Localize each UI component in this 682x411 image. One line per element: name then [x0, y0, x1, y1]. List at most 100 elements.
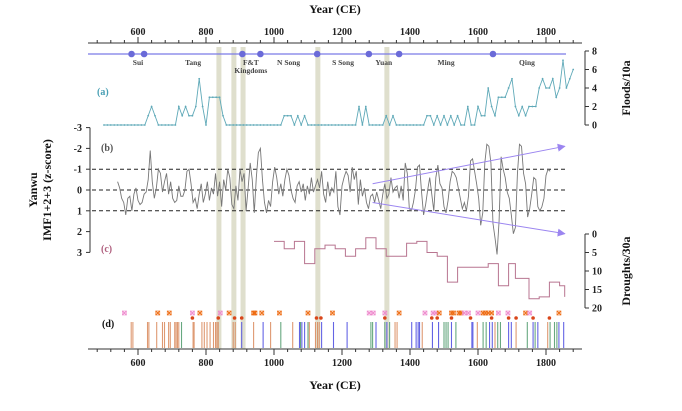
dynasty-boundary-dot [395, 50, 403, 58]
cross-marker-pink [475, 310, 481, 316]
floods-point [347, 124, 350, 126]
panel-label-a: (a) [97, 87, 109, 98]
cross-marker-box [483, 310, 488, 316]
floods-point [562, 59, 564, 62]
dynasty-label: N Song [277, 58, 300, 67]
bottom-x-axis: 600 800 1000 1200 1400 1600 1800 [88, 348, 582, 369]
floods-point [164, 124, 167, 126]
floods-point [480, 114, 483, 117]
floods-point [211, 96, 214, 99]
highlight-band [216, 47, 222, 349]
cross-marker-x [489, 310, 494, 316]
cross-marker-pink [461, 310, 467, 316]
floods-point [225, 124, 228, 126]
trend-arrow [372, 201, 566, 237]
cross-marker-box [217, 310, 223, 316]
cross-marker-box [475, 310, 481, 316]
cross-marker-x [436, 310, 442, 316]
zscore-y-axis: -3 -2 -1 0 1 2 3 [74, 123, 91, 259]
y-tick-label: 10 [592, 267, 602, 278]
droughts-y-axis-title: Droughts/30a [619, 236, 633, 305]
floods-point [286, 114, 289, 117]
floods-point [310, 124, 313, 126]
cross-marker-x [217, 310, 223, 316]
event-dot-marker [429, 316, 434, 320]
floods-point [330, 124, 333, 126]
cross-marker-pink [422, 310, 428, 316]
floods-point [252, 124, 255, 126]
floods-point [157, 124, 160, 126]
floods-point [398, 124, 401, 126]
x-tick-label: 1600 [468, 27, 488, 38]
y-tick-label: 20 [592, 304, 602, 315]
bottom-x-axis-title: Year (CE) [309, 378, 360, 392]
floods-point [443, 114, 445, 117]
floods-point [392, 114, 394, 117]
floods-point [147, 114, 150, 117]
floods-point [378, 124, 381, 126]
cross-marker-orange [556, 310, 562, 316]
floods-point [256, 124, 258, 126]
floods-point [242, 124, 245, 126]
floods-point [521, 105, 524, 108]
floods-point [130, 124, 133, 126]
floods-point [429, 114, 432, 117]
cross-marker-box [485, 310, 491, 316]
cross-marker-pink [189, 310, 195, 316]
floods-point [412, 124, 415, 126]
floods-point [228, 124, 231, 126]
cross-marker-x [366, 310, 372, 316]
cross-marker-orange [330, 310, 335, 316]
floods-y-axis: 0 2 4 6 8 [584, 47, 597, 132]
highlight-bands [216, 47, 390, 349]
event-dot-marker [531, 316, 535, 320]
floods-point [198, 77, 201, 80]
floods-point [409, 124, 411, 126]
floods-point [137, 124, 139, 126]
floods-point [463, 124, 466, 126]
floods-point [534, 105, 537, 108]
dynasty-label: F&T [243, 58, 259, 67]
cross-marker-orange [166, 310, 172, 316]
cross-marker-pink [122, 310, 127, 316]
cross-marker-x [556, 310, 562, 316]
cross-marker-x [305, 310, 311, 316]
event-dot-marker [216, 316, 221, 320]
floods-point [160, 124, 163, 126]
floods-point [504, 96, 507, 99]
floods-point [568, 77, 571, 80]
floods-point [150, 105, 153, 108]
floods-point [341, 124, 343, 126]
floods-point [351, 124, 354, 126]
top-x-axis-title: Year (CE) [309, 2, 360, 16]
floods-point [317, 124, 320, 126]
cross-marker-box [495, 310, 501, 316]
floods-point [354, 124, 357, 126]
x-tick-label: 600 [131, 27, 146, 38]
x-tick-label: 1400 [400, 27, 420, 38]
x-tick-label: 1200 [332, 358, 352, 369]
floods-point [402, 124, 405, 126]
panel-label-b: (b) [101, 143, 113, 154]
events-panel [122, 310, 565, 348]
cross-marker-orange [451, 310, 456, 316]
cross-marker-x [422, 310, 428, 316]
floods-point [511, 77, 513, 80]
cross-marker-x [330, 310, 335, 316]
cross-marker-x [451, 310, 456, 316]
y-tick-label: 0 [592, 121, 597, 132]
floods-point [191, 114, 194, 117]
floods-point [283, 114, 286, 117]
floods-point [245, 124, 248, 126]
cross-marker-pink [505, 310, 511, 316]
floods-point [514, 105, 517, 108]
cross-marker-pink [495, 310, 501, 316]
dynasty-boundary-dot [313, 50, 321, 58]
floods-point [490, 105, 493, 108]
floods-point [507, 87, 510, 89]
floods-point [266, 124, 269, 126]
cross-marker-box [489, 310, 495, 316]
cross-marker-box [370, 310, 376, 316]
floods-point [388, 124, 391, 126]
cross-marker-x [190, 310, 195, 316]
